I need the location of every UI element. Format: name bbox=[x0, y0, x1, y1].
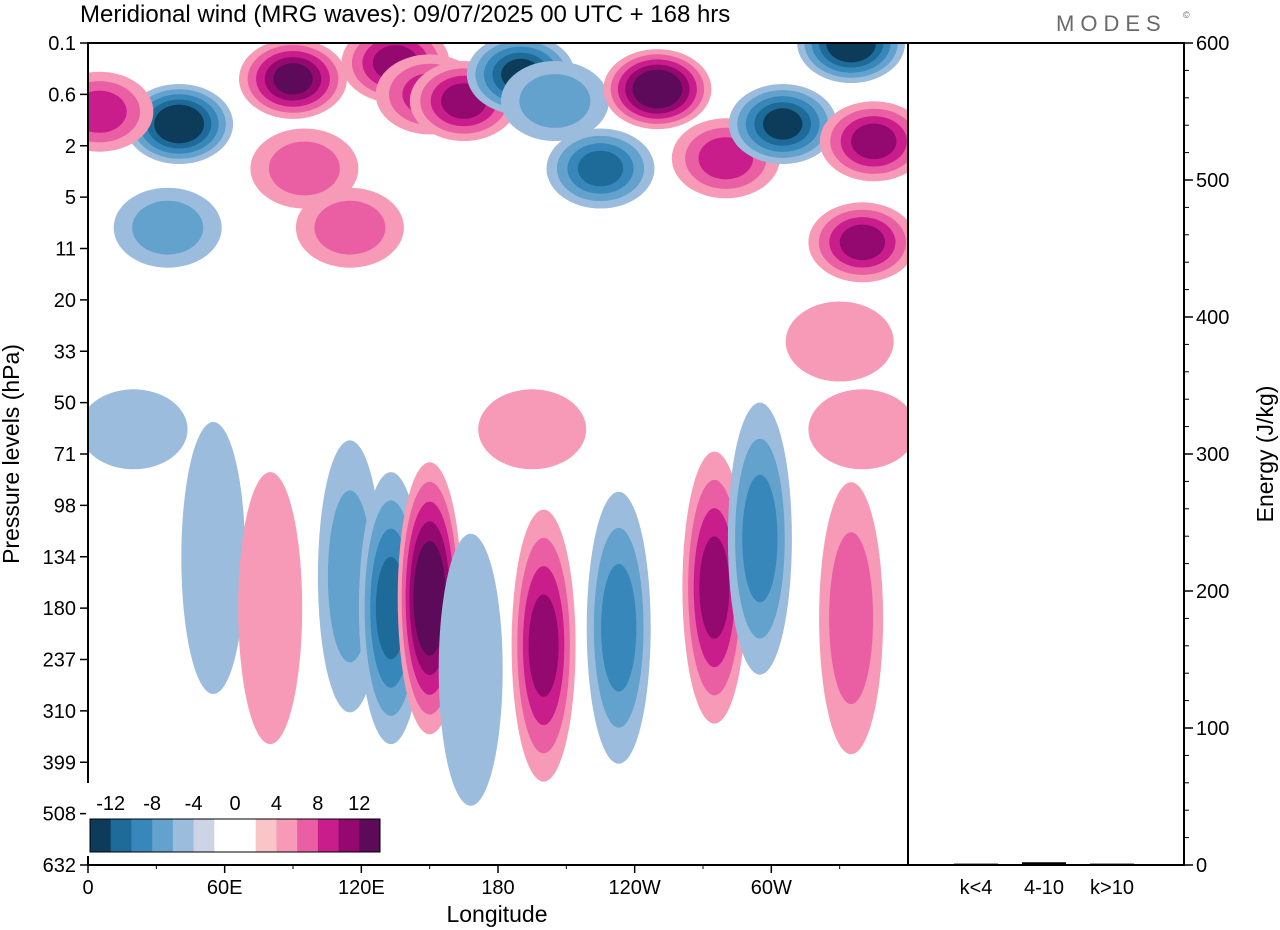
y-tick-label: 98 bbox=[54, 495, 76, 517]
contour-16-3 bbox=[851, 123, 897, 160]
y-tick-label: 237 bbox=[43, 650, 76, 672]
colorbar-swatch bbox=[152, 819, 174, 852]
y-tick-label: 71 bbox=[54, 444, 76, 466]
contour-4-1 bbox=[268, 141, 340, 196]
contour-3-4 bbox=[273, 63, 313, 95]
colorbar: -12 -8 -4 0 4 8 12 bbox=[86, 783, 384, 856]
contour-12-5 bbox=[639, 74, 676, 104]
x-tick-label: 60E bbox=[207, 877, 243, 899]
y-tick-label: 5 bbox=[65, 187, 76, 209]
pressure-axis: 0.1 0.6 2 5 11 20 33 50 71 98 134 180 237 310 399 508 63… bbox=[43, 33, 88, 877]
contour-5-1 bbox=[314, 200, 386, 255]
contour-28-1 bbox=[829, 532, 874, 705]
contour-24-3 bbox=[528, 594, 559, 697]
colorbar-swatch bbox=[172, 819, 195, 852]
contour-14-4 bbox=[763, 108, 803, 140]
y-tick-label: 11 bbox=[55, 239, 76, 261]
contour-23-0 bbox=[438, 533, 503, 806]
colorbar-label: -8 bbox=[143, 793, 161, 815]
longitude-axis: 0 60E 120E 180 120W 60W bbox=[82, 865, 841, 899]
energy-tick-label: 400 bbox=[1196, 307, 1229, 329]
colorbar-swatch bbox=[214, 819, 236, 852]
contour-30-0 bbox=[785, 301, 894, 382]
x-tick-label: 120E bbox=[338, 877, 385, 899]
colorbar-label: -4 bbox=[185, 793, 203, 815]
contour-17-3 bbox=[839, 224, 886, 261]
energy-bar-k<4 bbox=[954, 863, 998, 865]
colorbar-swatch bbox=[235, 819, 257, 852]
colorbar-swatch bbox=[338, 819, 360, 852]
contour-18-0 bbox=[181, 422, 246, 694]
energy-tick-label: 500 bbox=[1196, 170, 1229, 192]
colorbar-swatch bbox=[193, 819, 215, 852]
colorbar-swatch bbox=[359, 819, 381, 852]
colorbar-swatch bbox=[297, 819, 319, 852]
y-tick-label: 33 bbox=[54, 341, 76, 363]
colorbar-swatch bbox=[255, 819, 277, 852]
y-tick-label: 20 bbox=[54, 290, 76, 312]
x-tick-label: 60W bbox=[751, 877, 792, 899]
wind-field bbox=[88, 43, 908, 806]
wavenumber-axis: k<4 4-10 k>10 bbox=[960, 877, 1134, 899]
contour-1-1 bbox=[132, 200, 204, 255]
contour-22-5 bbox=[417, 560, 443, 636]
energy-axis: 0 100 200 300 400 500 600 bbox=[1184, 33, 1229, 877]
contour-27-2 bbox=[742, 474, 778, 603]
y-tick-label: 134 bbox=[43, 547, 76, 569]
contour-25-2 bbox=[601, 564, 637, 692]
contour-15-5 bbox=[833, 43, 869, 58]
colorbar-label: 4 bbox=[271, 793, 282, 815]
colorbar-swatch bbox=[317, 819, 340, 852]
contour-29-0 bbox=[808, 389, 908, 470]
wavenumber-label: k<4 bbox=[960, 877, 993, 899]
energy-tick-label: 200 bbox=[1196, 581, 1229, 603]
colorbar-swatch bbox=[131, 819, 153, 852]
colorbar-swatch bbox=[110, 819, 132, 852]
contour-10-1 bbox=[519, 74, 591, 128]
contour-11-3 bbox=[577, 150, 624, 187]
energy-bar-k>10 bbox=[1090, 863, 1134, 865]
modes-logo: MODES bbox=[1056, 11, 1167, 36]
y-tick-label: 180 bbox=[43, 598, 76, 620]
colorbar-swatch bbox=[276, 819, 298, 852]
chart-title: Meridional wind (MRG waves): 09/07/2025 … bbox=[80, 1, 730, 28]
y-tick-label: 310 bbox=[43, 701, 76, 723]
energy-bar-4-10 bbox=[1022, 862, 1066, 865]
y-tick-label: 50 bbox=[54, 393, 76, 415]
colorbar-label: -12 bbox=[96, 793, 125, 815]
energy-tick-label: 0 bbox=[1196, 855, 1207, 877]
energy-bars bbox=[954, 862, 1134, 865]
energy-plot-frame bbox=[907, 42, 1185, 866]
x-tick-label: 180 bbox=[481, 877, 514, 899]
x-tick-label: 0 bbox=[82, 877, 93, 899]
wavenumber-label: k>10 bbox=[1090, 877, 1134, 899]
energy-tick-label: 600 bbox=[1196, 33, 1229, 55]
contour-31-0 bbox=[88, 389, 188, 470]
y-axis-label: Pressure levels (hPa) bbox=[0, 344, 24, 564]
colorbar-label: 0 bbox=[229, 793, 240, 815]
y-tick-label: 399 bbox=[43, 752, 76, 774]
y-tick-label: 508 bbox=[43, 804, 76, 826]
logo-mark: © bbox=[1183, 10, 1190, 20]
contour-2-2 bbox=[88, 90, 127, 133]
contour-0-5 bbox=[161, 109, 197, 139]
x-tick-label: 120W bbox=[609, 877, 661, 899]
y-tick-label: 0.6 bbox=[48, 84, 76, 106]
contour-32-0 bbox=[478, 389, 587, 470]
y-tick-label: 0.1 bbox=[48, 33, 76, 55]
colorbar-label: 8 bbox=[312, 793, 323, 815]
colorbar-label: 12 bbox=[348, 793, 370, 815]
colorbar-frame bbox=[89, 818, 381, 853]
energy-tick-label: 300 bbox=[1196, 444, 1229, 466]
contour-26-3 bbox=[699, 536, 730, 639]
energy-axis-label: Energy (J/kg) bbox=[1252, 386, 1278, 523]
x-axis-label: Longitude bbox=[446, 901, 547, 927]
wavenumber-label: 4-10 bbox=[1024, 877, 1064, 899]
y-tick-label: 632 bbox=[43, 855, 76, 877]
contour-19-0 bbox=[238, 472, 303, 745]
energy-tick-label: 100 bbox=[1196, 718, 1229, 740]
colorbar-swatch bbox=[90, 819, 112, 852]
y-tick-label: 2 bbox=[65, 136, 76, 158]
